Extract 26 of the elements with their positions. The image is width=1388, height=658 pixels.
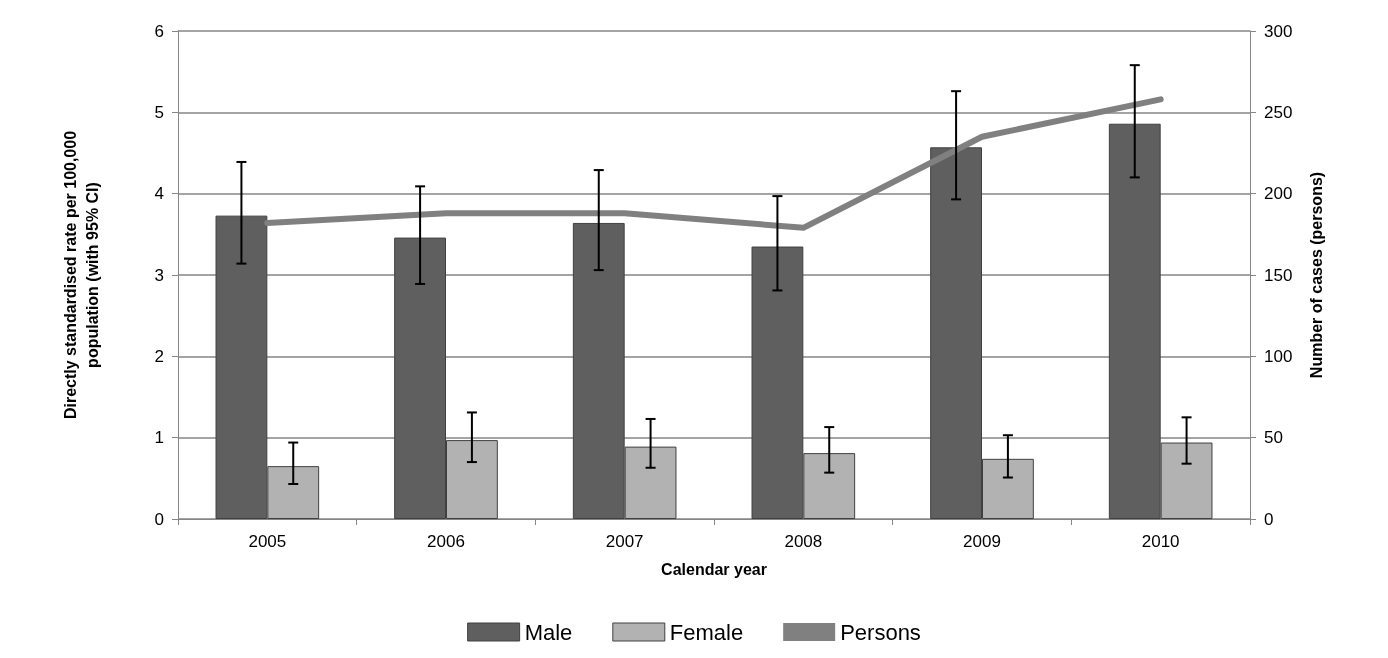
y-tick-label: 2: [154, 346, 164, 366]
y-tick-label: 6: [154, 21, 164, 41]
y2-tick-label: 250: [1264, 102, 1293, 122]
x-tick-label: 2008: [784, 532, 823, 551]
y-tick-label: 4: [154, 184, 164, 204]
y2-tick-label: 50: [1264, 428, 1283, 448]
y2-tick-label: 150: [1264, 265, 1293, 285]
y-axis-title: Directly standardised rate per 100,000 population (with 95% CI): [61, 130, 101, 420]
y2-axis-title: Number of cases (persons): [1307, 171, 1325, 379]
x-axis-title: Calendar year: [661, 560, 767, 578]
y2-tick-label: 0: [1264, 509, 1274, 529]
y2-tick-label: 200: [1264, 184, 1293, 204]
x-tick-label: 2010: [1141, 532, 1180, 551]
y-tick-label: 5: [154, 102, 164, 122]
x-tick-label: 2007: [605, 532, 644, 551]
x-tick-label: 2005: [248, 532, 287, 551]
y-tick-label: 3: [154, 265, 164, 285]
y-tick-label: 0: [154, 509, 164, 529]
x-tick-label: 2009: [963, 532, 1001, 551]
y-tick-label: 1: [154, 428, 164, 448]
legend-label: Persons: [840, 619, 921, 645]
legend-label: Female: [669, 619, 744, 645]
legend-label: Male: [524, 619, 573, 645]
x-tick-label: 2006: [427, 532, 465, 551]
y2-tick-label: 300: [1264, 21, 1293, 41]
y2-tick-label: 100: [1264, 346, 1293, 366]
